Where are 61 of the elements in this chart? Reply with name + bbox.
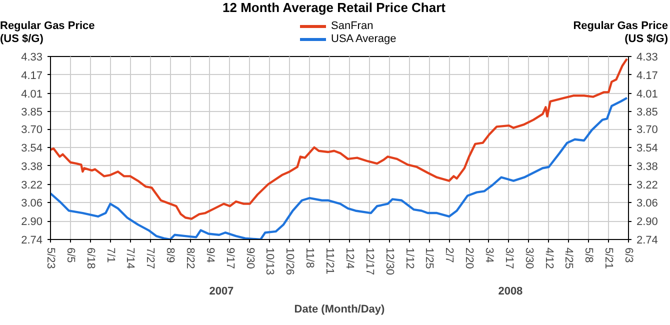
x-tick-label: 6/5 (64, 248, 76, 263)
y-tick-label: 3.38 (21, 160, 43, 173)
x-tick-label: 12/4 (343, 248, 356, 269)
x-tick-label: 4/25 (562, 248, 575, 269)
x-tick-label: 9/4 (204, 248, 216, 263)
x-tick-label: 5/23 (44, 248, 56, 269)
y-tick-label: 4.17 (21, 70, 43, 82)
x-tick-label: 11/21 (324, 248, 336, 274)
x-tick-label: 8/9 (164, 248, 176, 263)
x-tick-label: 2/7 (443, 248, 456, 263)
x-tick-label: 5/8 (582, 248, 595, 263)
line-series (50, 58, 628, 220)
x-tick-label: 6/18 (84, 248, 96, 269)
x-tick-label: 10/26 (284, 248, 296, 276)
legend-label: SanFran (330, 20, 374, 33)
x-tick-label: 7/1 (104, 248, 116, 263)
x-tick-label: 8/22 (184, 248, 196, 269)
y2-tick-label: 3.38 (636, 160, 658, 173)
y-tick-label: 2.74 (21, 234, 43, 246)
y-tick-label: 3.85 (21, 106, 43, 119)
x-tick-label: 7/14 (124, 248, 136, 269)
x-tick-label: 12/17 (363, 248, 376, 276)
x-tick-label: 12/30 (383, 248, 396, 276)
y2-tick-label: 3.70 (636, 124, 658, 136)
x-tick-label: 9/30 (244, 248, 256, 269)
chart-title: 12 Month Average Retail Price Chart (222, 0, 446, 15)
y-tick-label: 3.06 (21, 198, 43, 210)
y-tick-label: 2.90 (21, 216, 43, 228)
y-tick-label: 3.54 (21, 142, 43, 154)
y2-tick-label: 4.33 (636, 52, 658, 64)
y-tick-label: 3.70 (21, 124, 43, 136)
y2-tick-label: 3.85 (636, 106, 658, 119)
text: 2008 (498, 286, 523, 298)
y2-tick-label: 4.17 (636, 70, 658, 82)
x-tick-label: 3/30 (522, 248, 535, 269)
y-tick-label: 4.33 (21, 52, 43, 64)
y2-tick-label: 2.90 (636, 216, 658, 228)
y2-tick-label: 2.74 (636, 234, 658, 246)
x-tick-label: 2/20 (463, 248, 476, 269)
x-tick-label: 1/25 (423, 248, 436, 269)
y2-axis-title: Regular Gas Price (US $/G) (572, 20, 668, 46)
y2-tick-label: 3.54 (636, 142, 658, 154)
x-tick-label: 10/13 (264, 248, 276, 276)
x-tick-label: 3/4 (482, 248, 495, 263)
x-tick-label: 9/17 (224, 248, 236, 269)
y-axis-title: Regular Gas Price (US $/G) (0, 20, 96, 46)
y-tick-label: 3.22 (21, 179, 43, 192)
y2-tick-label: 3.22 (636, 179, 658, 192)
x-tick-label: 4/12 (542, 248, 555, 269)
x-tick-label: 1/12 (403, 248, 416, 269)
x-tick-label: 3/17 (502, 248, 515, 269)
y2-tick-label: 3.06 (636, 198, 658, 210)
y-tick-label: 4.01 (21, 88, 43, 100)
legend-label: USA Average (330, 33, 398, 46)
y2-tick-label: 4.01 (636, 88, 658, 100)
text: 2007 (209, 286, 234, 298)
x-tick-label: 6/3 (622, 248, 634, 263)
x-axis-title: Date (Month/Day) (294, 304, 386, 316)
x-tick-label: 11/8 (304, 248, 316, 268)
x-tick-label: 5/21 (602, 248, 615, 269)
x-tick-label: 7/27 (144, 248, 156, 269)
